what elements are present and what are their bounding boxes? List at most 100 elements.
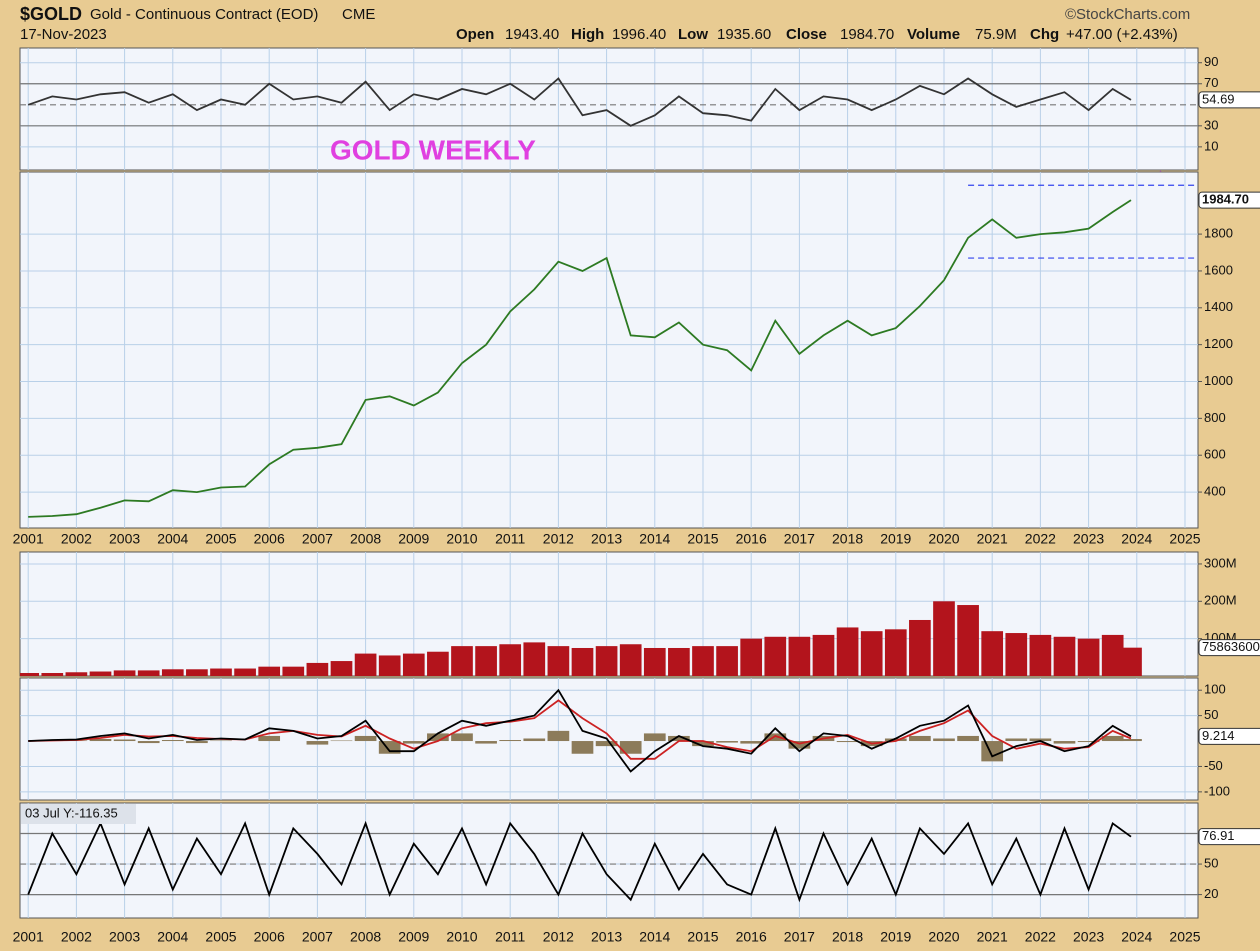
x-tick-label: 2003 — [109, 929, 140, 945]
bar — [547, 646, 570, 676]
x-tick-label: 2021 — [977, 531, 1008, 547]
close-label: Close — [786, 26, 827, 43]
bar — [354, 735, 377, 742]
bar — [547, 730, 570, 742]
x-tick-label: 2012 — [543, 531, 574, 547]
x-tick-label: 2009 — [398, 929, 429, 945]
x-tick-label: 2019 — [880, 531, 911, 547]
x-tick-label: 2001 — [13, 929, 44, 945]
x-tick-label: 2019 — [880, 929, 911, 945]
bar — [764, 636, 787, 676]
bar — [137, 741, 160, 744]
y-tick-label: -50 — [1204, 758, 1223, 773]
y-tick-label: 1400 — [1204, 299, 1233, 314]
bar — [716, 646, 738, 676]
bar — [571, 647, 594, 676]
x-tick-label: 2011 — [495, 929, 525, 945]
bar — [595, 646, 618, 676]
bar — [499, 740, 522, 742]
bar — [1005, 738, 1028, 742]
last-value-label: 76.91 — [1202, 828, 1235, 843]
bar — [451, 733, 473, 742]
x-tick-label: 2004 — [157, 929, 188, 945]
x-tick-label: 2007 — [302, 531, 333, 547]
bar — [1101, 735, 1124, 742]
bar — [89, 671, 112, 676]
x-tick-label: 2023 — [1073, 531, 1104, 547]
x-tick-label: 2018 — [832, 531, 863, 547]
x-tick-label: 2001 — [13, 531, 44, 547]
x-tick-label: 2013 — [591, 929, 622, 945]
y-tick-label: 800 — [1204, 410, 1226, 425]
y-tick-label: -100 — [1204, 783, 1230, 798]
credit: ©StockCharts.com — [1065, 6, 1190, 23]
panel-bg — [19, 802, 1199, 919]
panel-bg — [19, 47, 1199, 171]
x-tick-label: 2020 — [928, 929, 959, 945]
bar — [402, 741, 425, 744]
bar — [523, 738, 546, 742]
chg-label: Chg — [1030, 26, 1059, 43]
panel — [20, 803, 1198, 918]
y-tick-label: 1000 — [1204, 373, 1233, 388]
bar — [740, 741, 763, 744]
y-tick-label: 1200 — [1204, 336, 1233, 351]
bar — [692, 741, 714, 747]
series-line — [27, 77, 1132, 127]
chg: +47.00 (+2.43%) — [1066, 26, 1178, 43]
bar — [981, 631, 1004, 676]
y-tick-label: 1600 — [1204, 262, 1233, 277]
bar — [161, 740, 184, 742]
y-tick-label: 100 — [1204, 682, 1226, 697]
bar — [1053, 741, 1076, 744]
x-tick-label: 2016 — [736, 531, 767, 547]
date: 17-Nov-2023 — [20, 26, 107, 43]
bar — [1120, 647, 1142, 676]
bar — [1101, 634, 1124, 676]
x-tick-label: 2008 — [350, 929, 381, 945]
x-tick-label: 2011 — [495, 531, 525, 547]
last-value-label: 54.69 — [1202, 91, 1235, 106]
open: 1943.40 — [505, 26, 559, 43]
bar — [186, 741, 208, 744]
volume: 75.9M — [975, 26, 1017, 43]
bar — [210, 668, 232, 676]
x-tick-label: 2004 — [157, 531, 188, 547]
bar — [330, 740, 353, 742]
last-value-label: 1984.70 — [1202, 192, 1249, 207]
bar — [957, 605, 979, 676]
panel — [20, 172, 1198, 528]
x-tick-label: 2018 — [832, 929, 863, 945]
bar — [836, 741, 859, 743]
bar — [113, 670, 136, 676]
x-tick-label: 2010 — [446, 531, 477, 547]
bar — [1029, 634, 1052, 676]
bar — [884, 738, 907, 742]
close: 1984.70 — [840, 26, 894, 43]
x-tick-label: 2015 — [687, 929, 718, 945]
bar — [571, 741, 594, 754]
bar — [788, 741, 811, 749]
x-tick-label: 2017 — [784, 929, 815, 945]
x-tick-label: 2005 — [205, 531, 236, 547]
bar — [306, 741, 329, 745]
y-tick-label: 50 — [1204, 855, 1218, 870]
bar — [475, 646, 497, 676]
bar — [89, 739, 112, 742]
bar — [258, 735, 281, 742]
x-tick-label: 2010 — [446, 929, 477, 945]
y-tick-label: 30 — [1204, 117, 1218, 132]
series-line — [27, 820, 1132, 903]
bar — [740, 638, 763, 676]
last-value-box — [1198, 191, 1260, 209]
y-tick-label: 200M — [1204, 593, 1237, 608]
last-value-box — [1198, 727, 1260, 745]
last-value-box — [1198, 828, 1260, 846]
x-tick-label: 2007 — [302, 929, 333, 945]
low: 1935.60 — [717, 26, 771, 43]
bar — [909, 619, 931, 676]
high: 1996.40 — [612, 26, 666, 43]
bar — [1005, 633, 1028, 676]
x-tick-label: 2002 — [61, 929, 92, 945]
